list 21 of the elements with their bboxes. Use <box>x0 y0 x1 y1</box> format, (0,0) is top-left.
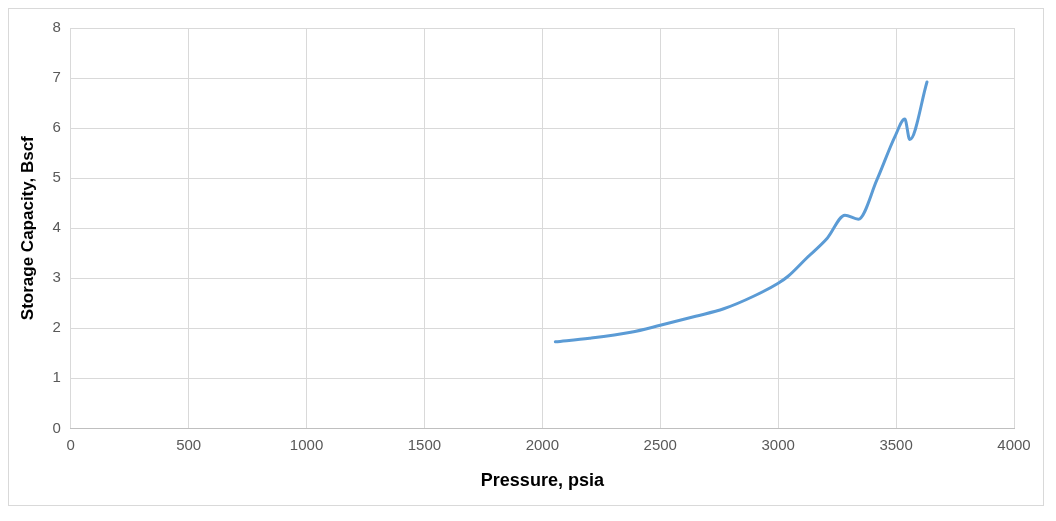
x-tick-label: 4000 <box>997 435 1031 453</box>
x-tick-label: 1000 <box>289 435 324 453</box>
x-tick-label: 2500 <box>643 435 677 453</box>
y-tick-label: 1 <box>52 368 61 386</box>
y-tick-label: 3 <box>52 268 61 286</box>
y-tick-label: 5 <box>52 168 61 186</box>
x-tick-label: 3000 <box>761 435 795 453</box>
x-tick-label: 500 <box>176 435 202 453</box>
y-tick-label: 2 <box>52 318 61 336</box>
x-tick-label: 1500 <box>407 435 442 453</box>
y-tick-label: 4 <box>52 218 61 236</box>
y-axis-title: Storage Capacity, Bscf <box>17 135 37 321</box>
x-axis-title: Pressure, psia <box>480 470 605 491</box>
x-tick-label: 0 <box>66 435 75 453</box>
y-tick-label: 6 <box>52 118 61 136</box>
y-tick-label: 7 <box>52 68 61 86</box>
y-tick-label: 0 <box>52 418 61 436</box>
x-tick-label: 3500 <box>879 435 913 453</box>
line-series <box>553 80 929 344</box>
y-tick-label: 8 <box>52 18 61 36</box>
x-tick-label: 2000 <box>525 435 560 453</box>
